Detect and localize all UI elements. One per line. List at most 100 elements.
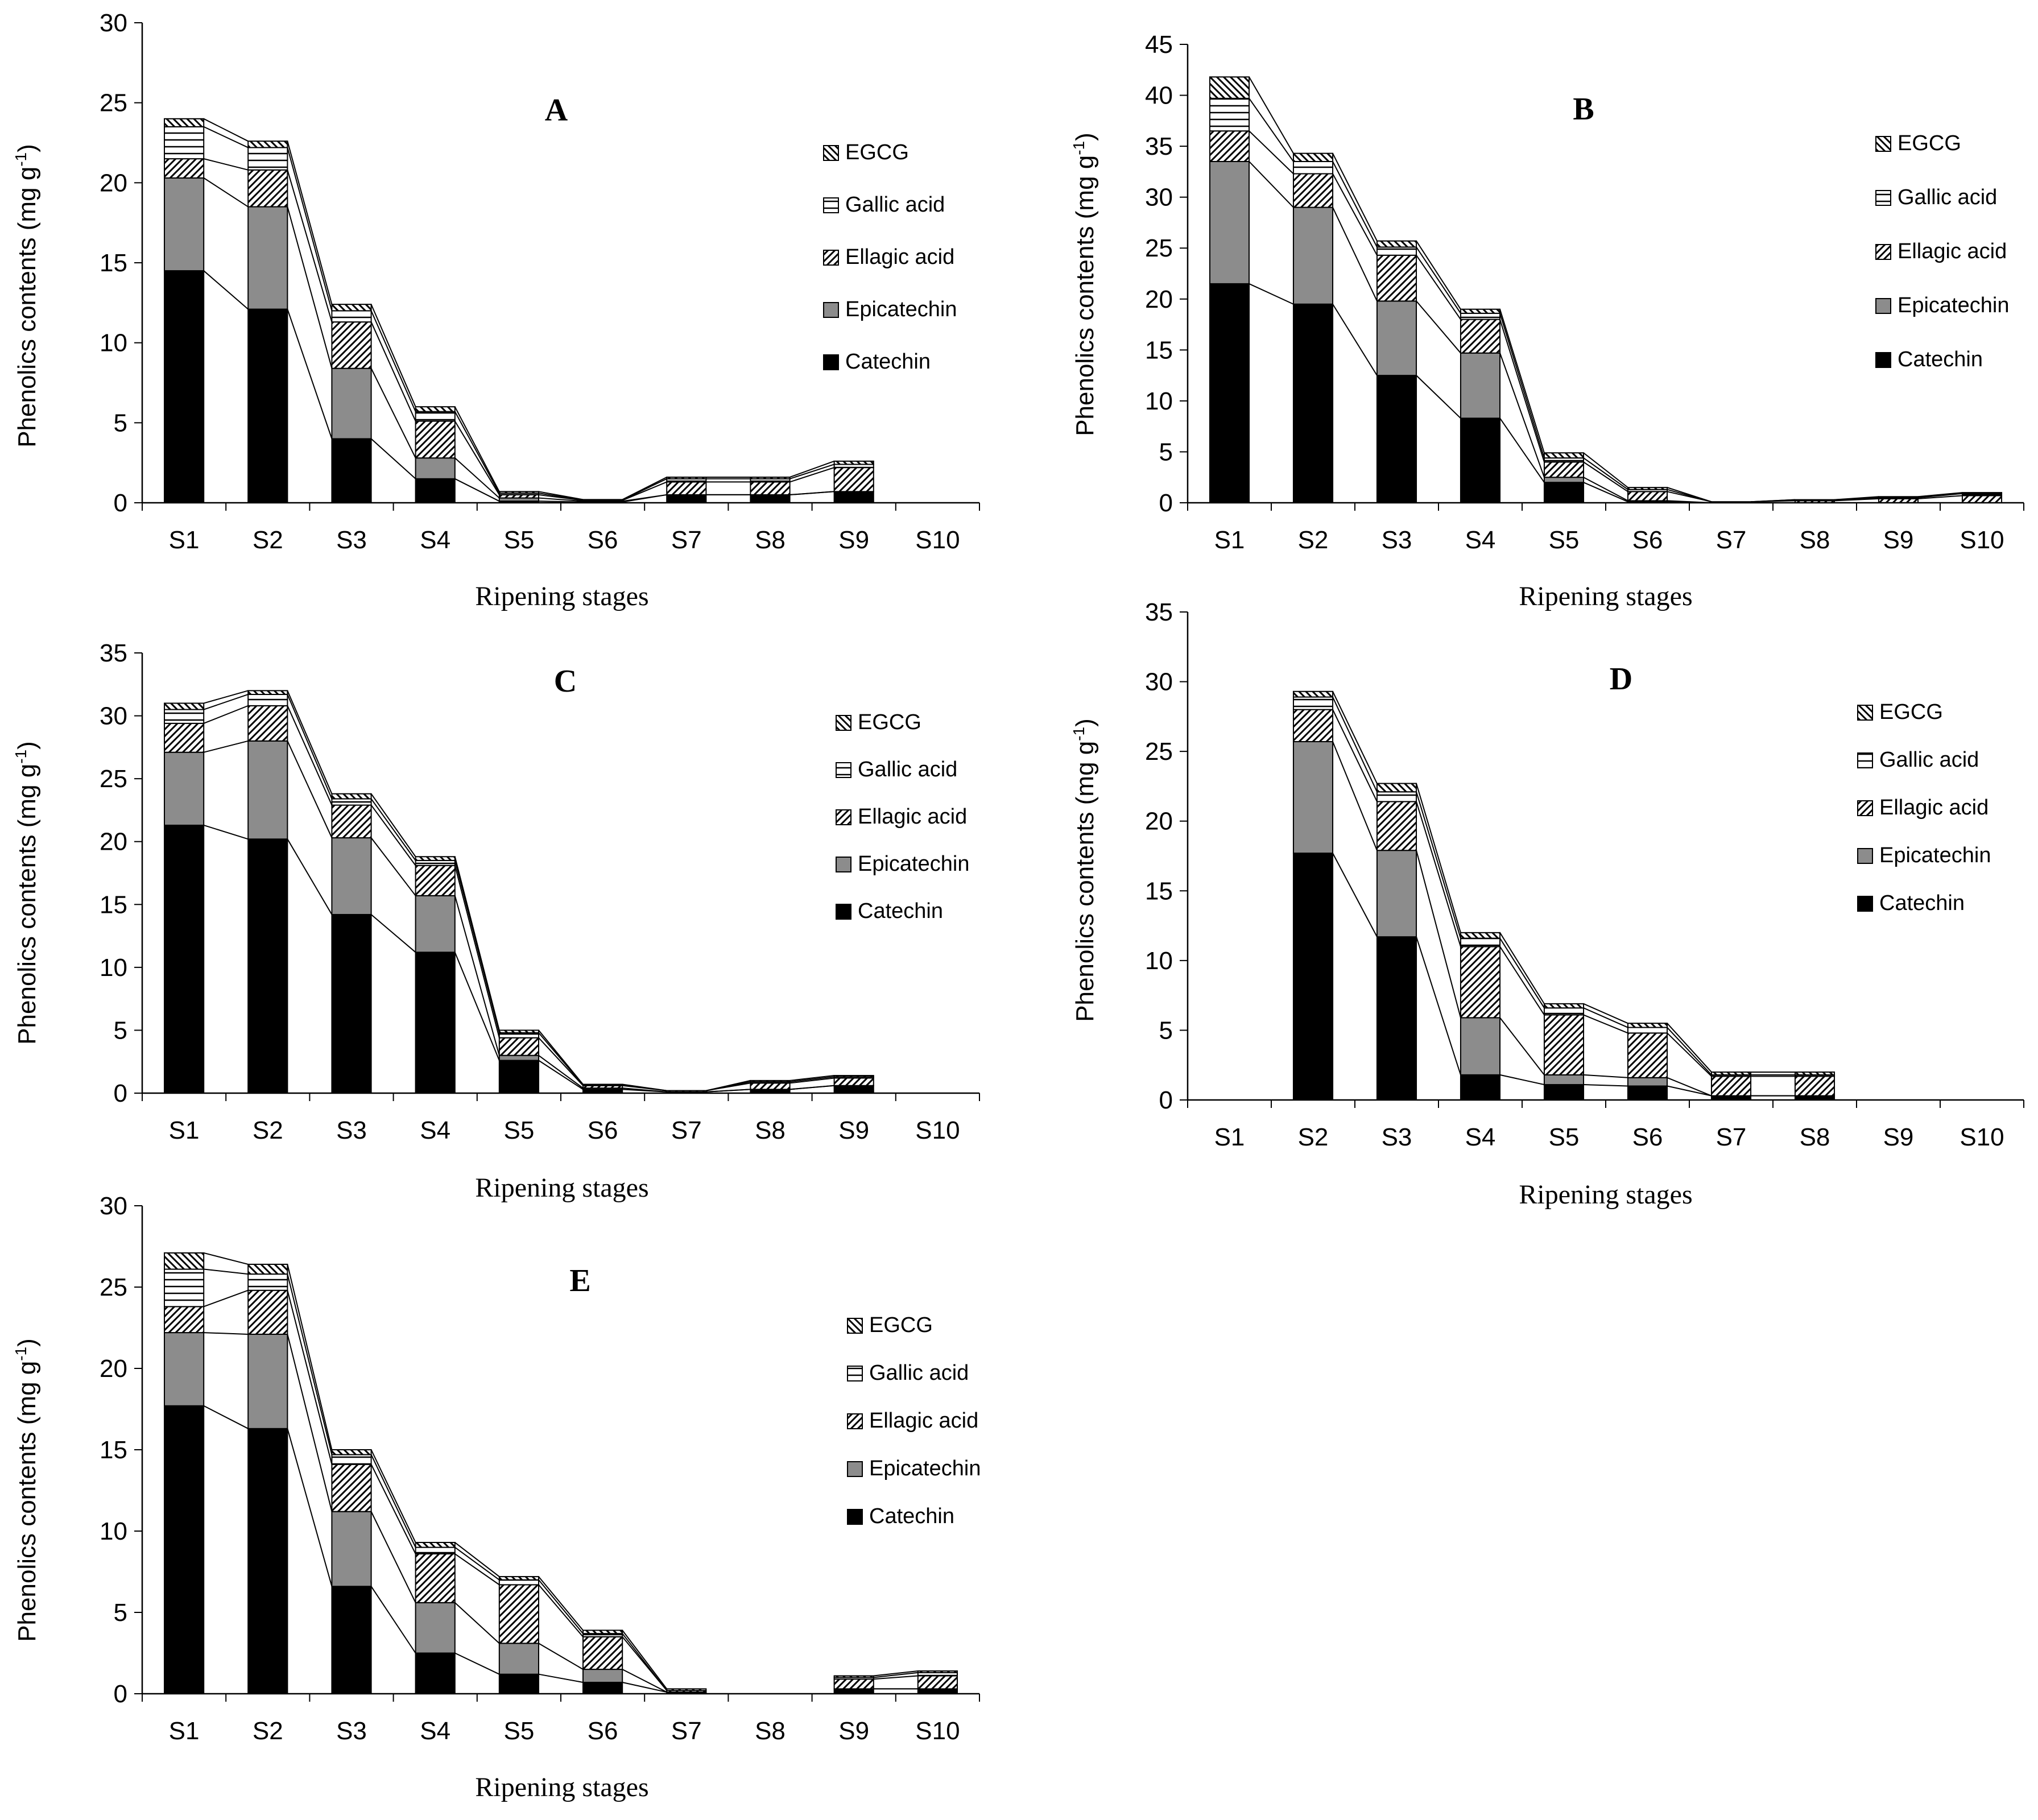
panel-c: Phenolics contents (mg g-1) Ripening sta… <box>12 639 980 1203</box>
legend-swatch-ellagic-acid <box>847 1413 863 1429</box>
y-tick-label: 10 <box>1145 387 1173 415</box>
x-tick-label: S6 <box>1632 1123 1663 1151</box>
bar-stack-s2 <box>247 1263 288 1695</box>
bar-epicatechin-s5 <box>1543 1074 1585 1086</box>
legend-swatch-epicatechin <box>823 302 839 318</box>
legend-swatch-catechin <box>1857 896 1873 912</box>
y-tick-label: 0 <box>114 1079 127 1107</box>
bar-epicatechin-s1 <box>1209 160 1250 284</box>
bar-stack-s3 <box>1376 240 1417 503</box>
legend-swatch-catechin <box>823 354 839 370</box>
bar-epicatechin-s2 <box>1292 741 1334 854</box>
bar-stack-s3 <box>331 304 372 504</box>
bar-epicatechin-s2 <box>247 1333 288 1429</box>
legend-label-gallic-acid: Gallic acid <box>858 758 957 781</box>
bar-ellagic-acid-s9 <box>833 1077 874 1086</box>
legend-swatch-ellagic-acid <box>836 809 851 825</box>
y-tick-label: 0 <box>1159 489 1173 517</box>
legend-swatch-catechin <box>1875 352 1891 368</box>
bar-catechin-s9 <box>833 1688 874 1694</box>
bar-gallic-acid-s4 <box>415 1546 456 1555</box>
bar-stack-s10 <box>917 1670 958 1694</box>
y-tick-label: 15 <box>100 891 127 919</box>
bar-egcg-s8 <box>750 476 791 479</box>
bar-epicatechin-s2 <box>1292 206 1334 305</box>
legend-swatch-egcg <box>1857 705 1873 721</box>
x-tick-label: S2 <box>1298 1123 1329 1151</box>
bar-catechin-s4 <box>415 478 456 503</box>
bar-stack-s9 <box>833 1675 874 1694</box>
bar-ellagic-acid-s7 <box>1710 1076 1752 1097</box>
bar-ellagic-acid-s5 <box>498 1584 539 1644</box>
bar-egcg-s3 <box>331 1449 372 1455</box>
bar-catechin-s3 <box>331 913 372 1094</box>
plot-area: 0 5 10 15 20 25 30 S1 S2 S3 S4 S5 S6 S7 S8 S9 S10 EGCG Gal… <box>100 1192 981 1745</box>
bar-egcg-s6 <box>582 499 623 501</box>
x-tick-label: S10 <box>1960 1123 2004 1151</box>
legend-swatch-ellagic-acid <box>1857 800 1873 816</box>
legend-swatch-egcg <box>823 145 839 161</box>
x-tick-label: S6 <box>1632 526 1663 554</box>
x-tick-label: S9 <box>838 1717 869 1745</box>
bar-egcg-s2 <box>247 1263 288 1275</box>
bar-egcg-s4 <box>415 1542 456 1548</box>
bar-ellagic-acid-s2 <box>247 1289 288 1335</box>
bar-ellagic-acid-s3 <box>1376 801 1417 851</box>
bar-ellagic-acid-s5 <box>1543 461 1585 478</box>
y-axis-label: Phenolics contents (mg g-1) <box>1070 133 1099 436</box>
bar-gallic-acid-s6 <box>1627 1027 1668 1034</box>
bar-gallic-acid-s3 <box>331 798 372 806</box>
connector-epicatechin <box>1249 161 1962 503</box>
y-tick-label: 25 <box>100 765 127 793</box>
x-tick-label: S5 <box>503 1717 534 1745</box>
y-tick-label: 30 <box>100 702 127 730</box>
legend-swatch-gallic-acid <box>823 197 839 213</box>
bar-egcg-s5 <box>498 1576 539 1581</box>
legend-label-gallic-acid: Gallic acid <box>845 193 945 217</box>
bar-stack-s8 <box>750 476 791 504</box>
legend-swatch-ellagic-acid <box>1875 244 1891 260</box>
bar-egcg-s2 <box>1292 152 1334 162</box>
legend-swatch-epicatechin <box>1857 848 1873 864</box>
bar-catechin-s1 <box>1209 283 1250 503</box>
bar-gallic-acid-s4 <box>1460 312 1501 320</box>
bar-ellagic-acid-s2 <box>247 169 288 208</box>
legend: EGCG Gallic acid Ellagic acid Epicatechin Ca… <box>1857 700 1991 915</box>
bar-egcg-s5 <box>1543 452 1585 459</box>
bar-epicatechin-s3 <box>1376 850 1417 938</box>
bar-stack-s9 <box>1878 496 1919 504</box>
y-tick-label: 30 <box>100 1192 127 1220</box>
bar-egcg-s4 <box>1460 932 1501 939</box>
bar-egcg-s3 <box>331 793 372 800</box>
y-tick-label: 5 <box>1159 438 1173 466</box>
bar-catechin-s8 <box>750 494 791 504</box>
bar-catechin-s4 <box>415 952 456 1094</box>
bar-catechin-s3 <box>1376 936 1417 1101</box>
bar-egcg-s10 <box>1961 492 2003 494</box>
bar-catechin-s5 <box>498 1673 539 1694</box>
legend-swatch-catechin <box>847 1509 863 1525</box>
bar-stack-s10 <box>1961 492 2003 503</box>
bar-stack-s2 <box>1292 690 1334 1101</box>
legend-swatch-egcg <box>836 715 851 731</box>
bar-catechin-s9 <box>833 1085 874 1094</box>
x-tick-label: S8 <box>755 526 786 554</box>
bar-egcg-s1 <box>164 118 205 127</box>
y-tick-label: 30 <box>1145 668 1173 696</box>
bar-ellagic-acid-s3 <box>331 804 372 839</box>
bar-ellagic-acid-s1 <box>164 1306 205 1334</box>
bar-stack-s5 <box>498 1576 539 1694</box>
bar-egcg-s5 <box>498 491 539 494</box>
bar-epicatechin-s1 <box>164 177 205 272</box>
bar-gallic-acid-s1 <box>164 126 205 160</box>
legend-label-catechin: Catechin <box>1898 348 1983 371</box>
bar-stack-s4 <box>415 1542 456 1694</box>
bar-ellagic-acid-s7 <box>666 1090 707 1093</box>
y-axis-label: Phenolics contents (mg g-1) <box>1070 718 1099 1022</box>
bar-stack-s4 <box>1460 932 1501 1101</box>
bar-stack-s5 <box>498 491 539 503</box>
x-tick-label: S9 <box>838 1116 869 1144</box>
bar-epicatechin-s3 <box>331 367 372 440</box>
bar-ellagic-acid-s4 <box>1460 318 1501 354</box>
legend-swatch-gallic-acid <box>836 762 851 778</box>
